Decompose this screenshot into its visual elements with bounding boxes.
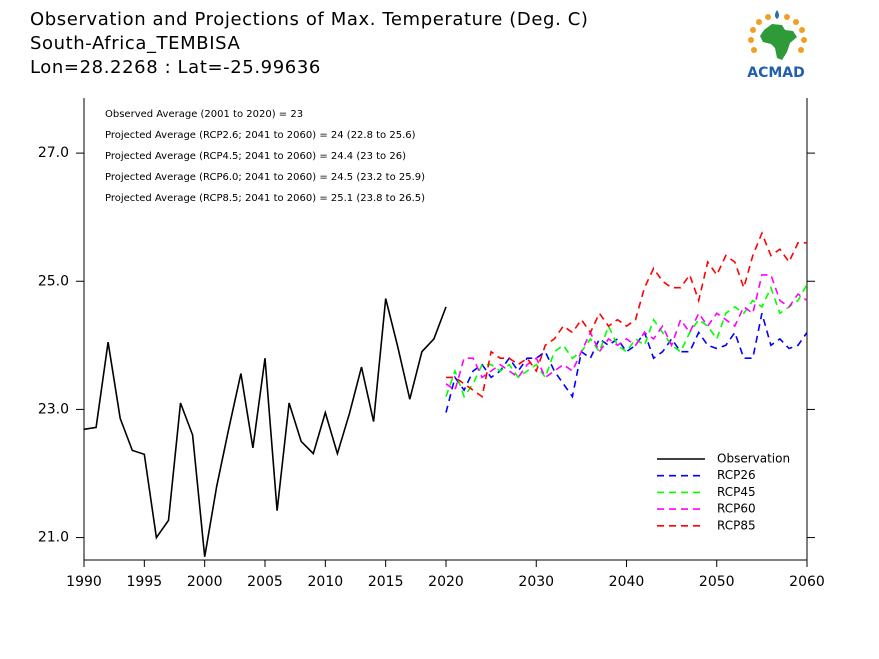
x-tick-label: 2030 (518, 574, 554, 590)
y-tick-label: 25.0 (38, 273, 69, 289)
series-line (446, 231, 807, 398)
annotation: Projected Average (RCP2.6; 2041 to 2060)… (105, 130, 416, 141)
legend-label: RCP85 (717, 518, 756, 532)
logo-text: ACMAD (747, 65, 805, 81)
plot-area: 21.0 23.0 25.0 27.0 Observed Average (2001 t… (38, 98, 825, 590)
legend-label: RCP26 (717, 468, 756, 482)
x-tick-label: 1990 (66, 574, 102, 590)
chart-title: Observation and Projections of Max. Temp… (30, 9, 589, 30)
x-tick-label: 2060 (789, 574, 825, 590)
annotation: Projected Average (RCP4.5; 2041 to 2060)… (105, 151, 406, 162)
x-tick-label: 2000 (187, 574, 223, 590)
x-tick-label: 2005 (247, 574, 283, 590)
annotation: Observed Average (2001 to 2020) = 23 (105, 109, 303, 120)
y-tick-label: 27.0 (38, 145, 69, 161)
logo-africa (760, 24, 797, 60)
legend-label: Observation (717, 452, 790, 466)
y-tick-label: 23.0 (38, 401, 69, 417)
annotation: Projected Average (RCP8.5; 2041 to 2060)… (105, 193, 425, 204)
x-tick-label: 2020 (428, 574, 464, 590)
series-line (445, 274, 808, 392)
logo-ring (748, 14, 807, 53)
y-tick-label: 21.0 (38, 530, 69, 546)
legend-label: RCP60 (717, 502, 756, 516)
annotation: Projected Average (RCP6.0; 2041 to 2060)… (105, 172, 425, 183)
logo-drop (775, 10, 779, 19)
x-tick-label: 2010 (308, 574, 344, 590)
chart-subtitle: South-Africa_TEMBISA (30, 33, 240, 54)
x-tick-label: 1995 (127, 574, 163, 590)
series-line (445, 284, 808, 399)
x-tick-label: 2015 (368, 574, 404, 590)
chart-subtitle: Lon=28.2268 : Lat=-25.99636 (30, 57, 321, 78)
legend-label: RCP45 (717, 485, 756, 499)
x-tick-label: 2050 (699, 574, 735, 590)
logo: ACMAD (747, 10, 807, 81)
series-line (445, 313, 808, 413)
series-line (83, 298, 447, 557)
x-tick-label: 2040 (609, 574, 645, 590)
